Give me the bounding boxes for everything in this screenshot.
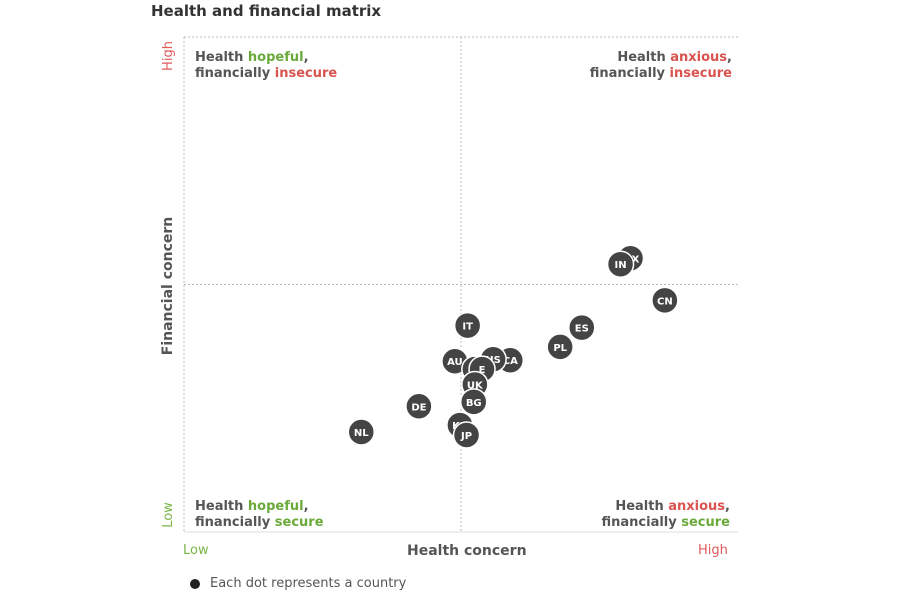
q-br-pre1: Health [615,499,669,514]
quadrant-label-top-right: Health anxious, financially insecure [590,50,732,82]
q-tr-pre2: financially [589,66,670,81]
country-label-de: DE [411,402,426,413]
y-axis-label: Financial concern [160,217,176,356]
country-label-jp: JP [460,431,472,442]
y-tick-low: Low [161,502,176,528]
legend-dot-icon [190,578,200,589]
q-tl-hl1: hopeful [247,50,304,65]
legend: Each dot represents a country [190,576,406,591]
q-tr-pre1: Health [617,50,671,65]
x-axis-label: Health concern [407,543,527,559]
country-label-uk: UK [467,380,484,391]
q-bl-pre2: financially [195,515,275,530]
country-label-bg: BG [466,398,482,409]
country-dot-nl [347,418,376,446]
q-bl-pre1: Health [195,499,248,514]
country-label-e: E [479,365,486,376]
country-label-us: US [485,355,500,366]
country-dot-jp [452,421,481,449]
q-br-hl2: secure [681,515,730,530]
chart-title: Health and financial matrix [151,2,382,20]
x-tick-high: High [698,543,728,558]
country-dot-it [453,311,482,340]
q-tl-pre2: financially [195,66,275,81]
country-dot-de [405,392,433,421]
q-br-post1: , [725,499,730,514]
country-label-in: IN [615,260,627,271]
country-label-nl: NL [354,428,369,439]
q-tr-post1: , [727,50,732,65]
q-tl-post1: , [303,50,309,65]
q-bl-hl2: secure [274,515,324,530]
q-bl-hl1: hopeful [247,499,304,514]
country-dot-es [568,313,596,342]
quadrant-label-bottom-left: Health hopeful, financially secure [195,499,324,531]
q-tl-pre1: Health [195,50,248,65]
quadrant-label-bottom-right: Health anxious, financially secure [601,499,730,531]
q-tl-hl2: insecure [274,66,338,81]
country-label-es: ES [575,324,589,335]
country-label-cn: CN [657,296,673,307]
country-label-ca: CA [503,356,518,367]
q-br-pre2: financially [601,515,682,530]
country-dot-pl [546,333,574,361]
q-br-hl1: anxious [668,499,726,514]
x-tick-low: Low [183,543,209,558]
country-label-it: IT [462,322,473,333]
q-tr-hl2: insecure [669,66,732,81]
country-dot-in [606,250,635,278]
legend-text: Each dot represents a country [210,576,407,591]
country-dot-bg [459,388,488,416]
country-label-au: AU [447,357,463,368]
y-tick-high: High [161,41,176,71]
q-bl-post1: , [303,499,309,514]
q-tr-hl1: anxious [670,50,728,65]
quadrant-label-top-left: Health hopeful, financially insecure [195,50,337,82]
country-dot-cn [651,286,679,315]
country-label-pl: PL [553,343,567,354]
